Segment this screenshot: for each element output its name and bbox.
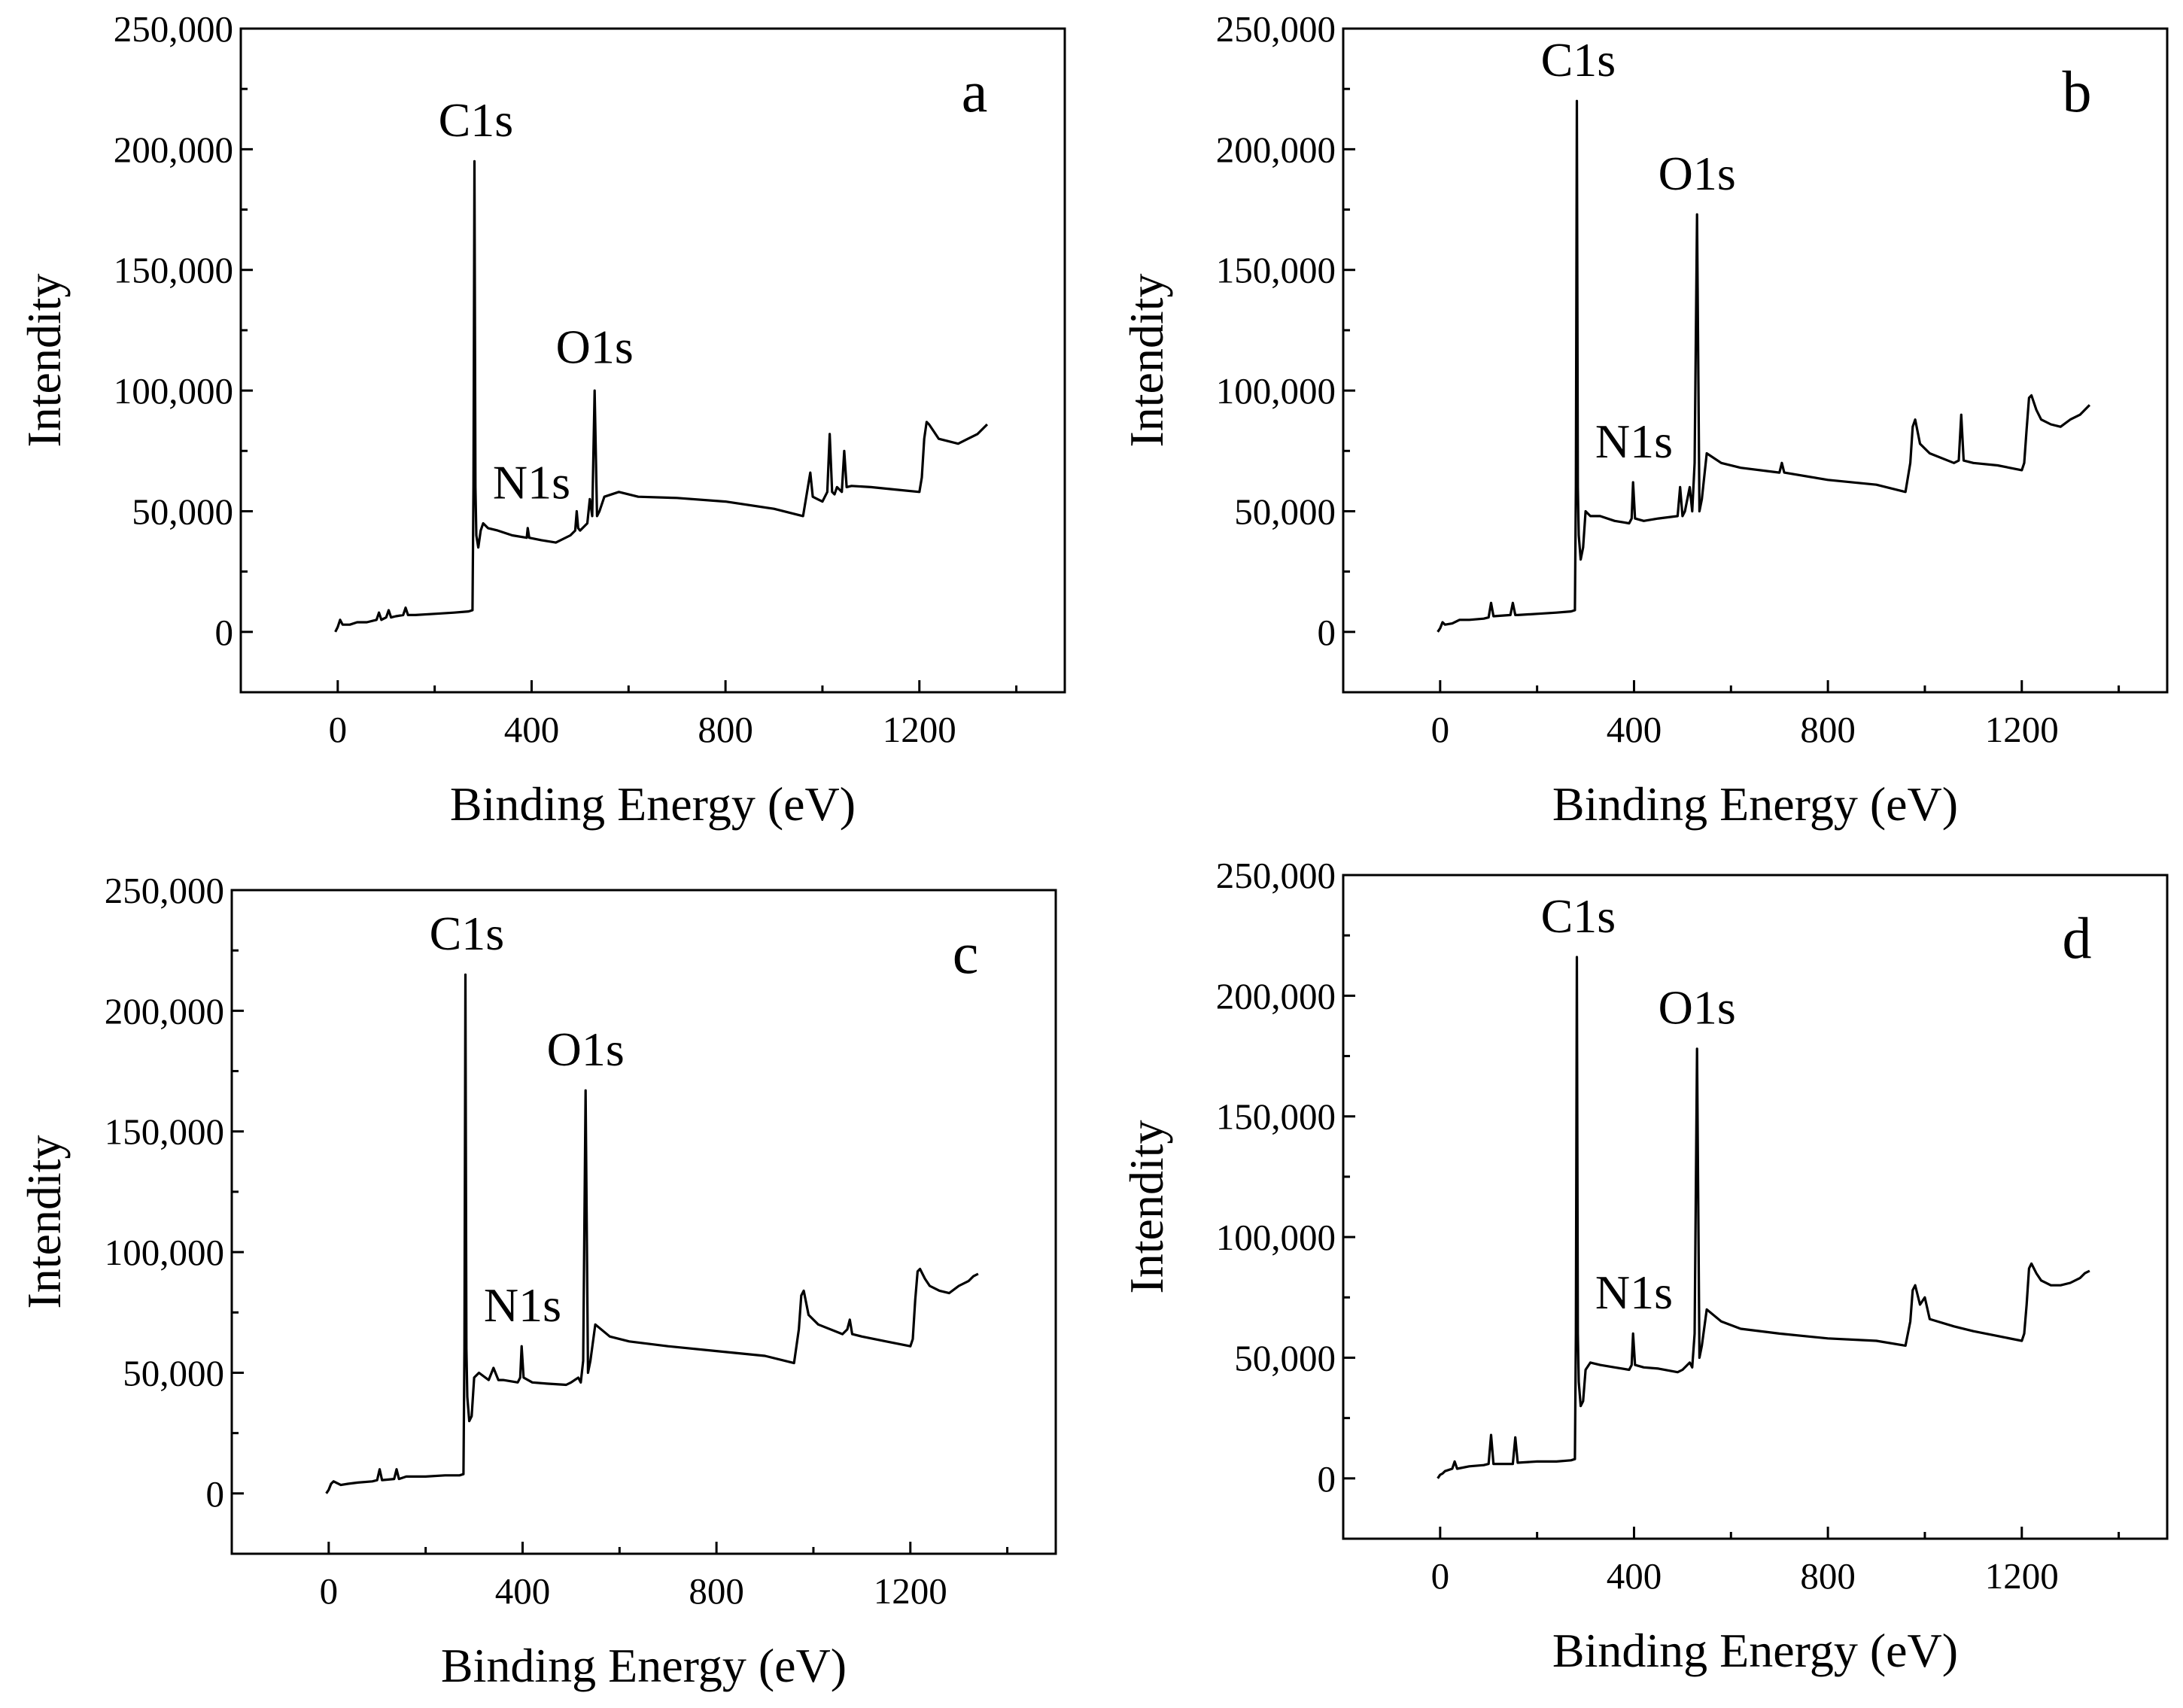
panel-b-y-tick-label: 0 (1318, 612, 1336, 653)
panel-a-y-tick-label: 200,000 (114, 129, 233, 170)
panel-c-y-tick-label: 100,000 (105, 1232, 224, 1273)
panel-b-x-tick-label: 400 (1607, 709, 1662, 750)
panel-d-y-tick-label: 100,000 (1216, 1217, 1336, 1258)
panel-d-peak-label-n1s: N1s (1595, 1266, 1673, 1319)
panel-c-x-tick-label: 1200 (874, 1570, 947, 1612)
chart-panel-a: 0 50,000 100,000 150,000 200,000 250,000 0 400 8… (0, 0, 1091, 854)
panel-b-y-tick-label: 150,000 (1216, 250, 1336, 291)
chart-panel-d: 0 50,000 100,000 150,000 200,000 250,000 0 400 8… (1102, 854, 2183, 1708)
panel-d-y-tick-label: 0 (1318, 1458, 1336, 1500)
panel-a-plot-frame (239, 27, 1066, 694)
panel-d-x-tick-label: 0 (1431, 1555, 1450, 1597)
panel-c-y-tick-label: 250,000 (105, 870, 224, 911)
panel-a-x-tick-label: 1200 (883, 709, 956, 750)
panel-b-y-axis-title: Intendity (1120, 273, 1173, 447)
panel-b-x-axis-title: Binding Energy (eV) (1552, 777, 1958, 831)
panel-d-peak-label-o1s: O1s (1659, 981, 1736, 1035)
panel-c-peak-label-c1s: C1s (430, 907, 505, 960)
panel-c-y-tick-label: 200,000 (105, 990, 224, 1032)
panel-a-y-tick-label: 150,000 (114, 250, 233, 291)
panel-d-x-tick-label: 1200 (1985, 1555, 2059, 1597)
chart-panel-c: 0 50,000 100,000 150,000 200,000 250,000 0 400 8… (0, 854, 1091, 1708)
panel-d-y-tick-label: 200,000 (1216, 975, 1336, 1017)
panel-a-letter: a (962, 59, 988, 124)
panel-b-peak-label-n1s: N1s (1595, 415, 1673, 468)
panel-b-letter: b (2063, 59, 2092, 124)
panel-d-y-tick-label: 50,000 (1234, 1337, 1336, 1378)
panel-c-x-tick-label: 0 (320, 1570, 339, 1612)
panel-c-x-axis-title: Binding Energy (eV) (441, 1639, 847, 1692)
chart-panel-b: 0 50,000 100,000 150,000 200,000 250,000 0 400 8… (1102, 0, 2183, 854)
panel-b-svg: 0 50,000 100,000 150,000 200,000 250,000 0 400 8… (1120, 8, 2169, 831)
panel-c-plot-frame (230, 889, 1057, 1555)
panel-a-y-axis-title: Intendity (17, 273, 71, 447)
panel-a-x-tick-label: 400 (504, 709, 560, 750)
panel-a-svg: 0 50,000 100,000 150,000 200,000 250,000 0 400 8… (17, 8, 1066, 831)
panel-b-y-tick-label: 50,000 (1234, 491, 1336, 532)
panel-b-peak-label-o1s: O1s (1659, 147, 1736, 200)
panel-a-peak-label-o1s: O1s (556, 321, 634, 374)
panel-b-plot-frame (1342, 27, 2169, 694)
panel-b-y-tick-label: 100,000 (1216, 370, 1336, 412)
panel-c-y-tick-label: 150,000 (105, 1111, 224, 1153)
panel-c-series-line (325, 973, 979, 1494)
panel-a-x-tick-label: 800 (698, 709, 753, 750)
panel-c-peak-label-o1s: O1s (547, 1023, 625, 1076)
panel-b-y-tick-label: 250,000 (1216, 8, 1336, 50)
panel-c-peak-label-n1s: N1s (484, 1278, 561, 1332)
panel-d-plot-frame (1342, 874, 2169, 1540)
panel-a-x-tick-label: 0 (329, 709, 348, 750)
panel-c-svg: 0 50,000 100,000 150,000 200,000 250,000 0 400 8… (17, 870, 1057, 1692)
panel-b-x-tick-label: 1200 (1985, 709, 2059, 750)
panel-b-x-tick-label: 800 (1800, 709, 1856, 750)
panel-d-y-axis-title: Intendity (1120, 1120, 1173, 1293)
panel-a-peak-label-n1s: N1s (493, 455, 570, 509)
panel-b-peak-label-c1s: C1s (1541, 33, 1616, 87)
panel-a-y-tick-label: 100,000 (114, 370, 233, 412)
panel-a-series-line (334, 160, 989, 633)
panel-c-x-tick-label: 800 (689, 1570, 744, 1612)
panel-a-y-tick-label: 0 (215, 612, 234, 653)
panel-c-letter: c (953, 920, 979, 986)
panel-c-y-tick-label: 0 (206, 1473, 225, 1515)
panel-d-x-axis-title: Binding Energy (eV) (1552, 1624, 1958, 1677)
panel-c-y-axis-title: Intendity (17, 1135, 71, 1308)
panel-a-x-axis-title: Binding Energy (eV) (450, 777, 856, 831)
panel-d-series-line (1437, 956, 2090, 1479)
panel-c-x-tick-label: 400 (495, 1570, 551, 1612)
panel-b-x-tick-label: 0 (1431, 709, 1450, 750)
panel-b-y-tick-label: 200,000 (1216, 129, 1336, 170)
panel-a-y-tick-label: 50,000 (132, 491, 233, 532)
panel-a-peak-label-c1s: C1s (439, 93, 514, 147)
panel-d-svg: 0 50,000 100,000 150,000 200,000 250,000 0 400 8… (1120, 855, 2169, 1677)
panel-c-y-tick-label: 50,000 (123, 1352, 224, 1393)
panel-a-y-tick-label: 250,000 (114, 8, 233, 50)
panel-d-letter: d (2063, 905, 2092, 971)
panel-d-peak-label-c1s: C1s (1541, 889, 1616, 943)
panel-b-series-line (1437, 99, 2091, 633)
panel-d-x-tick-label: 400 (1607, 1555, 1662, 1597)
panel-d-y-tick-label: 250,000 (1216, 855, 1336, 896)
panel-d-y-tick-label: 150,000 (1216, 1096, 1336, 1138)
panel-d-x-tick-label: 800 (1800, 1555, 1856, 1597)
